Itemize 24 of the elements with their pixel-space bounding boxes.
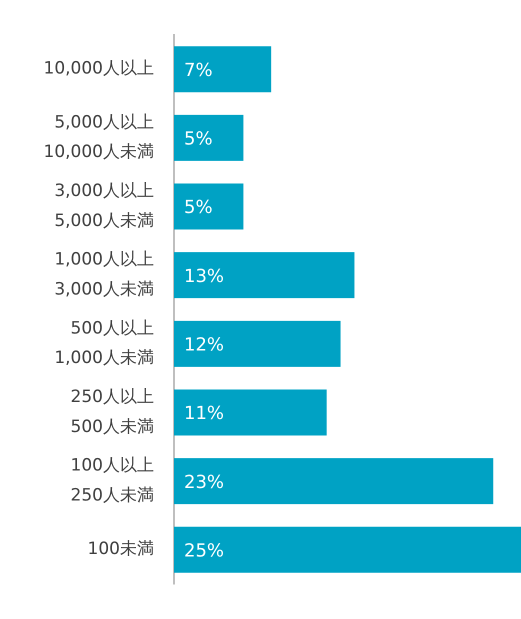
data-label: 25%	[184, 540, 224, 562]
data-label: 11%	[184, 403, 224, 424]
data-label: 23%	[184, 472, 224, 493]
y-tick-label: 5,000人以上 10,000人未満	[44, 112, 154, 162]
y-tick-label: 250人以上 500人未満	[70, 387, 154, 437]
data-label: 13%	[184, 266, 224, 287]
y-tick-label: 100未満	[88, 539, 154, 560]
y-tick-label: 3,000人以上 5,000人未満	[54, 181, 154, 231]
bar	[174, 46, 272, 92]
bar	[174, 320, 341, 367]
data-label: 5%	[184, 197, 213, 218]
data-label: 12%	[184, 334, 224, 356]
bar	[174, 458, 494, 504]
bar	[174, 389, 327, 436]
y-tick-label: 500人以上 1,000人未満	[54, 318, 154, 368]
bar	[174, 184, 244, 230]
y-tick-label: 100人以上 250人未満	[70, 456, 154, 506]
y-tick-label: 10,000人以上	[44, 58, 154, 79]
bar	[174, 526, 521, 573]
bar	[174, 114, 244, 161]
data-label: 7%	[184, 60, 213, 81]
y-tick-label: 1,000人以上 3,000人未満	[54, 250, 154, 300]
bar	[174, 252, 354, 298]
data-label: 5%	[184, 128, 213, 150]
